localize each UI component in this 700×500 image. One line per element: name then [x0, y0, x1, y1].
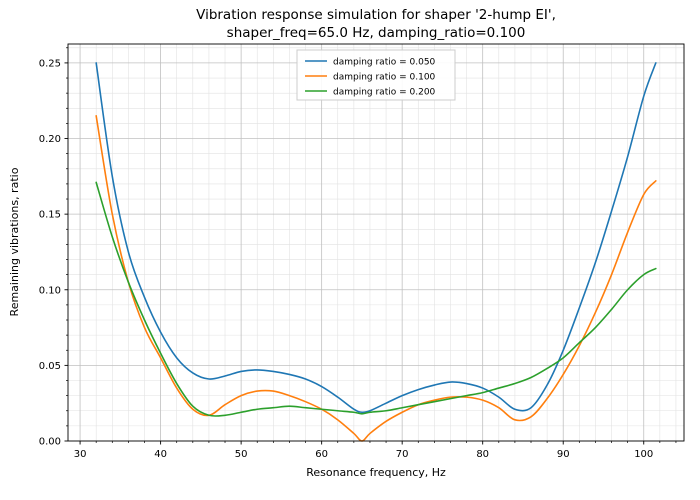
- legend-label-1: damping ratio = 0.100: [333, 73, 436, 83]
- series-line-1: [95, 115, 657, 442]
- axes-spines: [67, 43, 685, 442]
- x-tick-label: 80: [476, 449, 489, 460]
- x-tick-label: 40: [154, 449, 167, 460]
- x-tick-label: 50: [235, 449, 248, 460]
- x-tick-label: 60: [315, 449, 328, 460]
- series-line-2: [95, 181, 657, 417]
- x-tick-label: 30: [74, 449, 87, 460]
- legend-label-2: damping ratio = 0.200: [333, 88, 436, 98]
- x-tick-label: 90: [557, 449, 570, 460]
- legend: damping ratio = 0.050 damping ratio = 0.1…: [296, 49, 456, 101]
- x-tick-label: 100: [634, 449, 653, 460]
- y-tick-label: 0.05: [39, 361, 61, 372]
- legend-label-0: damping ratio = 0.050: [333, 58, 436, 68]
- y-tick-label: 0.15: [39, 210, 61, 221]
- x-tick-label: 70: [396, 449, 409, 460]
- series-line-0: [95, 62, 657, 414]
- chart-title-line1: Vibration response simulation for shaper…: [196, 7, 556, 23]
- y-axis-label: Remaining vibrations, ratio: [8, 167, 21, 317]
- chart-title-line2: shaper_freq=65.0 Hz, damping_ratio=0.100: [226, 25, 526, 42]
- y-tick-label: 0.00: [39, 437, 61, 448]
- y-tick-label: 0.20: [39, 134, 61, 145]
- y-tick-label: 0.25: [39, 58, 61, 69]
- chart-title: Vibration response simulation for shaper…: [68, 6, 684, 42]
- y-tick-label: 0.10: [39, 285, 61, 296]
- x-axis-label: Resonance frequency, Hz: [306, 466, 446, 479]
